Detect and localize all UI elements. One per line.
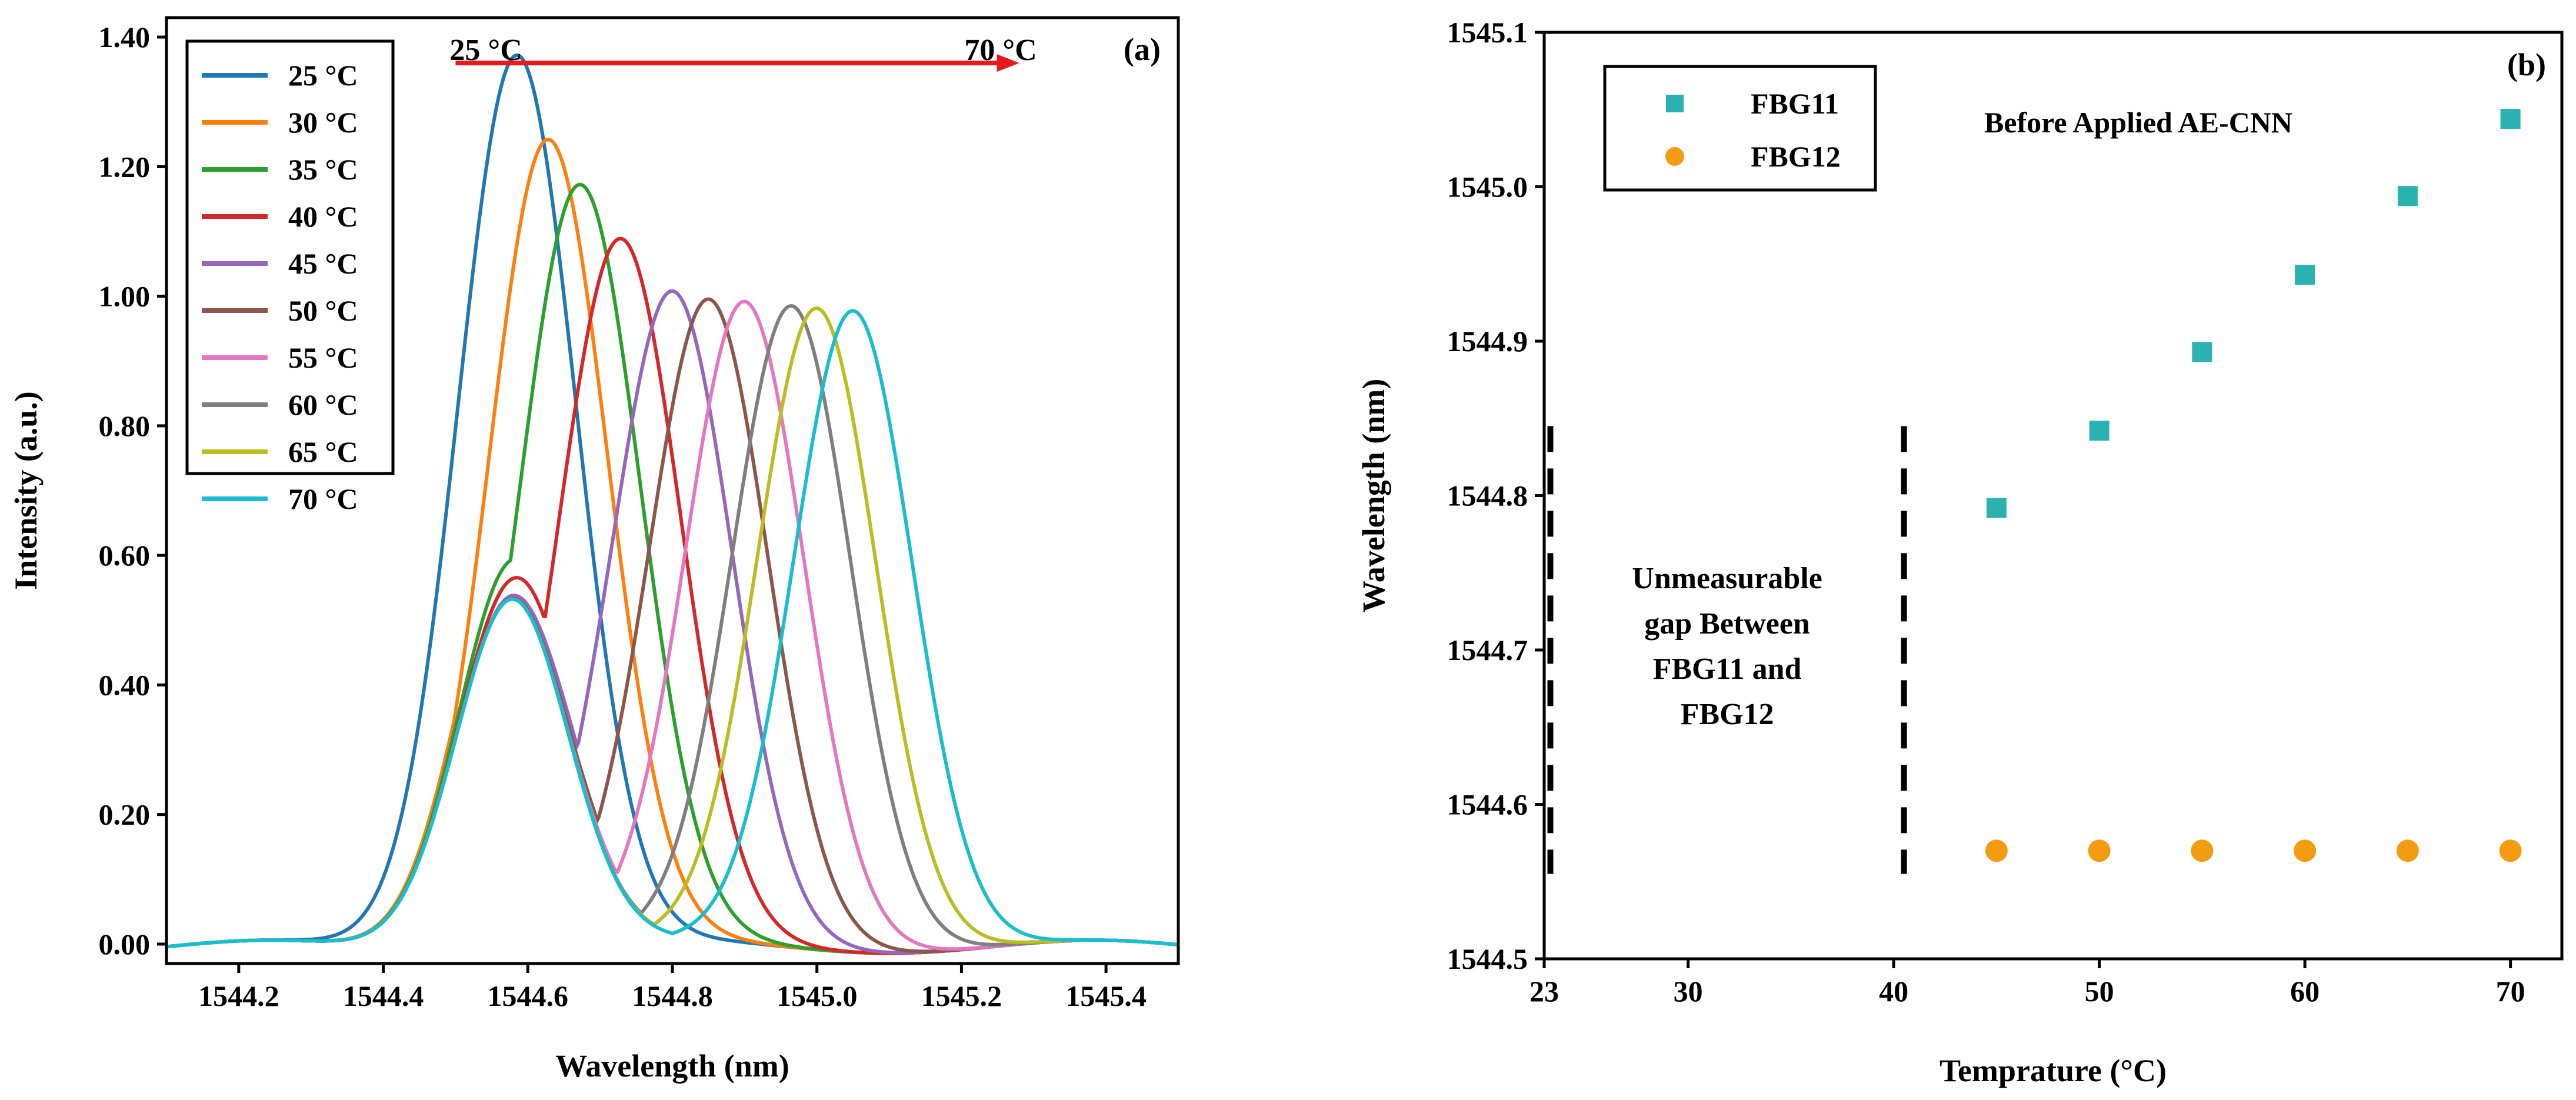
a-annotations: 25 °C 70 °C (449, 34, 1037, 72)
b-legend-box (1603, 65, 1877, 192)
b-legend-label: FBG11 (1751, 87, 1839, 120)
a-y-tick-label: 1.40 (99, 21, 151, 54)
b-point-fbg11 (2397, 186, 2418, 206)
b-point-fbg12 (2396, 839, 2419, 862)
a-curves (166, 53, 1178, 955)
a-x-axis-label: Wavelength (nm) (555, 1048, 789, 1084)
a-y-tick-label: 0.80 (99, 409, 151, 442)
a-legend-label: 70 °C (288, 482, 358, 515)
a-legend: 25 °C 30 °C 35 °C 40 °C 45 °C 50 °C 55 °C 60 °C… (185, 39, 395, 515)
a-legend-label: 55 °C (288, 341, 358, 374)
b-point-fbg11 (2192, 342, 2212, 362)
a-y-tick-label: 0.00 (99, 928, 151, 961)
b-points (1985, 109, 2522, 862)
panel-b-scatter-chart: 23 30 40 50 60 70 1544.5 1544.6 1544.7 1544.8 1544… (1356, 16, 2564, 1088)
b-y-tick-label: 1545.0 (1447, 171, 1528, 204)
b-gap-annotation-line: Unmeasurable (1632, 562, 1822, 595)
a-y-tick-label: 0.40 (99, 668, 151, 701)
b-point-fbg11 (2295, 265, 2315, 285)
b-y-tick-label: 1544.7 (1447, 634, 1528, 666)
a-y-tick-label: 1.20 (99, 150, 151, 183)
b-gap-annotation-line: FBG11 and (1653, 652, 1802, 686)
a-legend-label: 45 °C (288, 247, 358, 280)
b-legend-marker (1665, 147, 1684, 166)
a-legend-label: 60 °C (288, 388, 358, 421)
a-y-tick-label: 1.00 (99, 280, 151, 313)
a-arrow-start-label: 25 °C (449, 34, 522, 67)
b-y-tick-label: 1544.5 (1447, 942, 1528, 975)
b-point-fbg12 (2191, 839, 2214, 862)
b-x-axis-label: Temprature (°C) (1940, 1053, 2167, 1088)
a-x-tick-label: 1544.4 (343, 979, 424, 1012)
b-point-fbg12 (1985, 839, 2008, 862)
b-point-fbg12 (2294, 839, 2317, 862)
b-point-fbg12 (2088, 839, 2111, 862)
a-x-tick-label: 1544.2 (198, 979, 279, 1012)
a-x-tick-label: 1544.6 (488, 979, 569, 1012)
a-legend-label: 30 °C (288, 106, 358, 139)
a-panel-label: (a) (1124, 32, 1161, 67)
a-legend-label: 65 °C (288, 435, 358, 468)
a-x-tick-label: 1545.2 (921, 979, 1002, 1012)
a-y-tick-label: 0.20 (99, 798, 151, 831)
a-temperature-arrow-head (997, 54, 1019, 72)
b-x-tick-label: 23 (1529, 975, 1559, 1008)
b-title-annotation: Before Applied AE-CNN (1984, 106, 2292, 139)
b-y-axis-label: Wavelength (nm) (1356, 379, 1391, 613)
b-x-tick-label: 60 (2290, 975, 2320, 1008)
b-y-tick-label: 1544.6 (1447, 788, 1528, 821)
a-legend-label: 35 °C (288, 153, 358, 186)
b-legend-marker (1666, 95, 1684, 112)
a-x-tick-label: 1544.8 (632, 979, 713, 1012)
b-y-tick-label: 1544.9 (1447, 325, 1528, 358)
b-axes: 23 30 40 50 60 70 1544.5 1544.6 1544.7 1544.8 1544… (1447, 16, 2564, 1008)
b-gap-region: Unmeasurable gap Between FBG11 and FBG12 (1547, 426, 1907, 874)
b-point-fbg12 (2499, 839, 2522, 862)
a-y-tick-label: 0.60 (99, 539, 151, 572)
b-x-tick-label: 40 (1879, 975, 1908, 1008)
b-gap-annotation-line: gap Between (1644, 607, 1810, 641)
a-x-tick-label: 1545.4 (1065, 979, 1147, 1012)
b-y-tick-label: 1544.8 (1447, 479, 1528, 512)
b-point-fbg11 (1986, 498, 2007, 518)
a-axes: 1544.2 1544.4 1544.6 1544.8 1545.0 1545.2 1545… (99, 16, 1180, 1012)
b-point-fbg11 (2500, 109, 2521, 129)
a-x-tick-label: 1545.0 (777, 979, 858, 1012)
b-x-tick-label: 70 (2496, 975, 2525, 1008)
b-point-fbg11 (2089, 421, 2110, 441)
b-gap-annotation-line: FBG12 (1681, 698, 1774, 731)
a-legend-label: 40 °C (288, 200, 358, 233)
a-legend-box (185, 39, 395, 475)
a-arrow-end-label: 70 °C (964, 34, 1037, 67)
b-panel-label: (b) (2507, 47, 2546, 82)
b-y-tick-label: 1545.1 (1447, 16, 1528, 49)
a-legend-label: 50 °C (288, 294, 358, 327)
b-x-tick-label: 30 (1674, 975, 1703, 1008)
a-y-axis-label: Intensity (a.u.) (8, 391, 44, 590)
a-series-line-70c (166, 309, 1178, 949)
b-x-tick-label: 50 (2085, 975, 2114, 1008)
b-legend: FBG11 FBG12 (1603, 65, 1877, 192)
panel-a-spectra-chart: 1544.2 1544.4 1544.6 1544.8 1545.0 1545.2 1545… (8, 16, 1180, 1084)
b-legend-label: FBG12 (1751, 140, 1841, 173)
a-legend-label: 25 °C (288, 59, 358, 92)
